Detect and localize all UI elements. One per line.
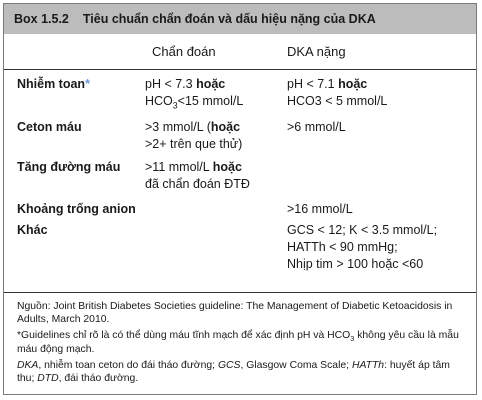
severe-value: pH < 7.1 hoặc HCO3 < 5 mmol/L (287, 76, 387, 110)
row-label: Tăng đường máu (17, 160, 121, 174)
diagnosis-value: >11 mmol/L hoặc đã chẩn đoán ĐTĐ (145, 159, 250, 193)
box-header: Box 1.5.2 Tiêu chuẩn chẩn đoán và dấu hi… (4, 4, 476, 34)
diagnosis-value-line: đã chẩn đoán ĐTĐ (145, 177, 250, 191)
diagnosis-value-subscript: 3 (172, 100, 178, 111)
abbreviation-term: GCS (217, 359, 241, 371)
diagnosis-value-emphasis: hoặc (196, 77, 226, 91)
box-title: Tiêu chuẩn chẩn đoán và dấu hiệu nặng củ… (82, 12, 376, 26)
diagnosis-value-line: >11 mmol/L hoặc (145, 160, 242, 174)
row-label: Khác (17, 223, 48, 237)
severe-value-line: GCS < 12; K < 3.5 mmol/L; (287, 223, 438, 237)
severe-value: >16 mmol/L (287, 201, 353, 218)
abbreviation-term: HATTh (351, 359, 385, 371)
row-label: Nhiễm toan* (17, 77, 90, 91)
severe-value-line: HATTh < 90 mmHg; (287, 240, 398, 254)
footnotes: Nguồn: Joint British Diabetes Societies … (17, 300, 468, 388)
severe-value: GCS < 12; K < 3.5 mmol/L; HATTh < 90 mmHg… (287, 222, 437, 273)
severe-value-line: Nhịp tim > 100 hoặc <60 (287, 257, 424, 271)
info-box: Box 1.5.2 Tiêu chuẩn chẩn đoán và dấu hi… (3, 3, 477, 395)
column-header-diagnosis: Chẩn đoán (152, 44, 216, 59)
severe-value-emphasis: hoặc (338, 77, 368, 91)
diagnosis-value-line: >3 mmol/L (hoặc (145, 120, 241, 134)
row-label: Khoảng trống anion (17, 202, 136, 216)
footer-divider (4, 292, 476, 293)
source-note: Nguồn: Joint British Diabetes Societies … (17, 301, 453, 326)
diagnosis-value-line: >2+ trên que thử) (145, 137, 243, 151)
abbreviation-term: DTD (37, 373, 59, 385)
diagnosis-value-emphasis: hoặc (212, 160, 242, 174)
diagnosis-value: pH < 7.3 hoặc HCO3<15 mmol/L (145, 76, 243, 110)
box-number: Box 1.5.2 (14, 12, 69, 26)
asterisk-note-a: *Guidelines chỉ rõ là có thể dùng máu tĩ… (17, 330, 351, 342)
diagnosis-value-emphasis: hoặc (210, 120, 241, 134)
asterisk-note-b: không yêu cầu là mẫu máu động mạch. (17, 330, 459, 355)
asterisk-mark: * (85, 77, 90, 91)
severe-value: >6 mmol/L (287, 119, 346, 136)
header-divider (4, 69, 476, 70)
column-header-severe: DKA nặng (287, 44, 346, 59)
row-label: Ceton máu (17, 120, 82, 134)
abbreviation-term: DKA (17, 359, 39, 371)
severe-value-line: >16 mmol/L (287, 202, 353, 216)
asterisk-note-sub: 3 (350, 334, 355, 344)
diagnosis-value-line: pH < 7.3 hoặc (145, 77, 226, 91)
diagnosis-value: >3 mmol/L (hoặc >2+ trên que thử) (145, 119, 242, 153)
severe-value-line: HCO3 < 5 mmol/L (287, 94, 388, 108)
abbreviation-note: DKA, nhiễm toan ceton do đái tháo đường;… (17, 359, 450, 385)
severe-value-line: pH < 7.1 hoặc (287, 77, 368, 91)
diagnosis-value-line: HCO3<15 mmol/L (145, 94, 244, 111)
asterisk-note: *Guidelines chỉ rõ là có thể dùng máu tĩ… (17, 329, 468, 355)
severe-value-line: >6 mmol/L (287, 120, 346, 134)
